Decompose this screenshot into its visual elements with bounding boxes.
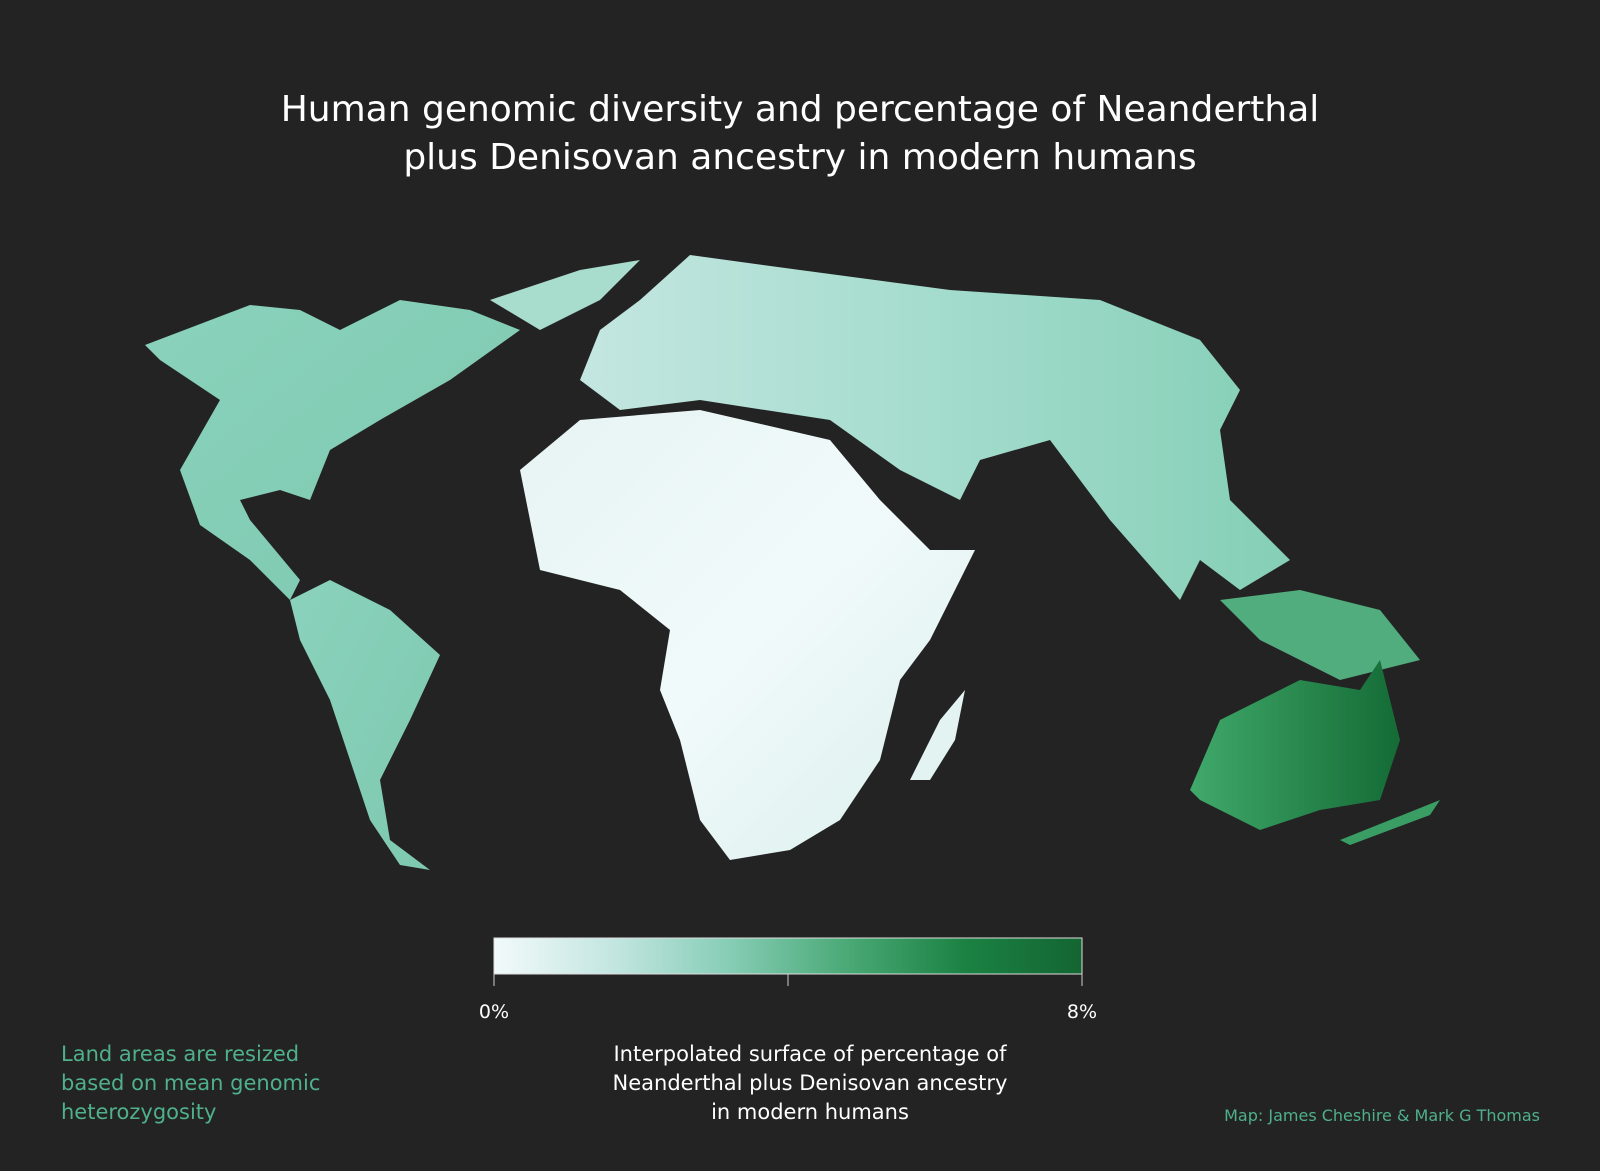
new-zealand [1340, 800, 1440, 845]
title: Human genomic diversity and percentage o… [280, 89, 1320, 178]
greenland [490, 260, 640, 330]
color-bar [493, 937, 1083, 975]
north-america [145, 300, 520, 600]
tick-label: 0% [479, 1001, 509, 1023]
southeast-asia [1220, 590, 1420, 680]
legend: 0% 8% [479, 937, 1097, 1023]
australia [1190, 660, 1400, 830]
note: Land areas are resized based on mean gen… [61, 1042, 321, 1124]
legend-caption: Interpolated surface of percentage of Ne… [612, 1042, 1008, 1124]
tick-label: 8% [1067, 1001, 1097, 1023]
credit: Map: James Cheshire & Mark G Thomas [1224, 1106, 1540, 1125]
africa [520, 410, 975, 860]
madagascar [910, 690, 965, 780]
eurasia [580, 255, 1290, 600]
south-america [290, 580, 440, 870]
land [145, 255, 1440, 870]
